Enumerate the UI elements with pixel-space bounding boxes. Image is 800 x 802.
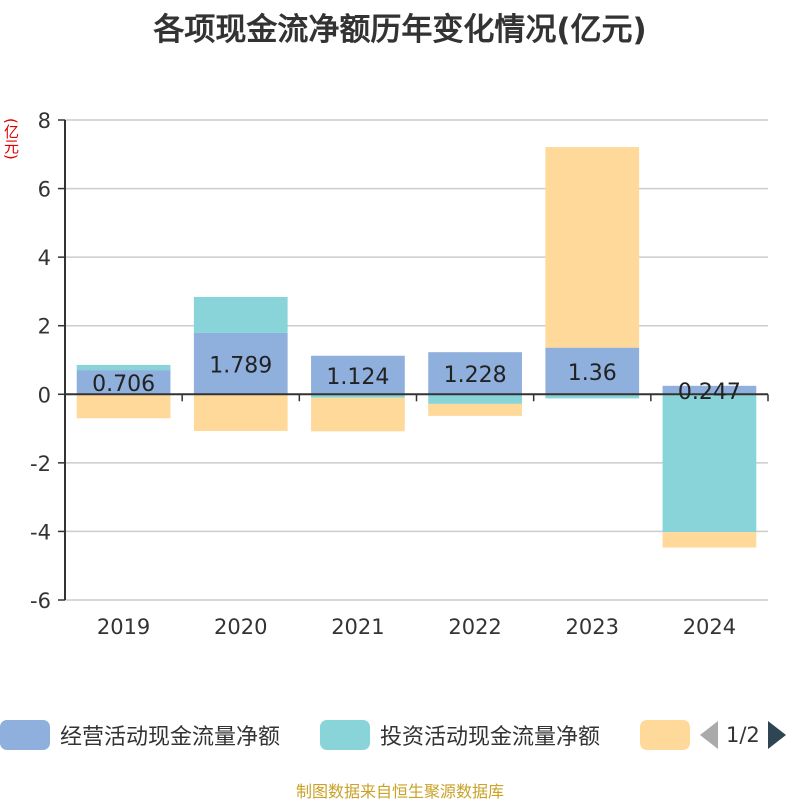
data-label: 0.247 — [678, 380, 741, 405]
bar-2024-series-0 — [662, 385, 757, 395]
legend-swatch-operating — [0, 720, 50, 750]
legend-item-operating[interactable]: 经营活动现金流量净额 — [0, 715, 280, 755]
bar-2022-series-0 — [428, 352, 522, 395]
bar-2022-series-2 — [428, 403, 522, 416]
bar-2024-series-2 — [662, 532, 757, 548]
legend-label-operating: 经营活动现金流量净额 — [60, 725, 281, 750]
legend-swatch-financing — [640, 720, 690, 750]
y-axis-unit-label: (亿元) — [2, 118, 20, 160]
next-page-arrow-icon[interactable] — [767, 721, 786, 749]
x-tick-label: 2022 — [448, 615, 501, 639]
legend-item-investing[interactable]: 投资活动现金流量净额 — [320, 715, 600, 755]
bar-2019-series-2 — [76, 394, 171, 419]
data-label: 1.36 — [568, 361, 617, 386]
x-tick-label: 2020 — [214, 615, 267, 639]
bar-2024-series-1 — [662, 394, 757, 533]
x-tick-label: 2021 — [331, 615, 384, 639]
y-tick-label: -6 — [30, 589, 51, 613]
x-tick-label: 2019 — [97, 615, 150, 639]
bar-2019-series-0 — [76, 370, 171, 395]
y-tick-label: 2 — [38, 315, 51, 339]
bar-2021-series-0 — [311, 355, 405, 395]
legend-item-financing[interactable] — [640, 715, 690, 755]
bar-2020-series-0 — [193, 332, 288, 395]
legend-page-indicator: 1/2 — [726, 723, 760, 747]
x-tick-label: 2023 — [566, 615, 619, 639]
y-tick-label: 0 — [38, 383, 51, 407]
bar-2019-series-1 — [76, 364, 171, 371]
legend-label-investing: 投资活动现金流量净额 — [380, 725, 601, 750]
data-label: 1.789 — [209, 354, 272, 379]
y-tick-label: 6 — [38, 178, 51, 202]
y-tick-label: 8 — [38, 109, 51, 133]
y-tick-label: 4 — [38, 246, 51, 270]
bar-2023-series-0 — [545, 347, 640, 395]
data-label: 0.706 — [92, 372, 155, 397]
bar-2022-series-1 — [428, 394, 522, 404]
bar-2021-series-2 — [311, 397, 405, 432]
bar-2023-series-2 — [545, 147, 640, 348]
legend-swatch-investing — [320, 720, 370, 750]
previous-page-arrow-icon[interactable] — [700, 721, 718, 749]
bar-2020-series-1 — [193, 296, 288, 333]
legend: 经营活动现金流量净额 投资活动现金流量净额 1/2 — [0, 715, 800, 755]
y-tick-label: -4 — [30, 520, 51, 544]
y-tick-label: -2 — [30, 452, 51, 476]
data-label: 1.228 — [444, 363, 507, 388]
bar-2020-series-2 — [193, 394, 288, 431]
data-source-note: 制图数据来自恒生聚源数据库 — [295, 782, 504, 801]
bar-2021-series-1 — [311, 394, 405, 398]
chart-title: 各项现金流净额历年变化情况(亿元) — [153, 12, 647, 48]
bar-2023-series-1 — [545, 394, 640, 399]
x-tick-label: 2024 — [683, 615, 736, 639]
legend-pager: 1/2 — [700, 715, 786, 755]
data-label: 1.124 — [326, 365, 389, 390]
